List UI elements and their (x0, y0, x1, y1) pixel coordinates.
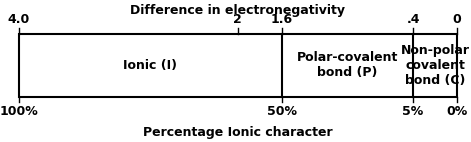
Text: 100%: 100% (0, 105, 38, 118)
Text: 50%: 50% (267, 105, 297, 118)
Text: Polar-covalent
bond (P): Polar-covalent bond (P) (297, 51, 398, 79)
Text: Difference in electronegativity: Difference in electronegativity (130, 4, 345, 17)
Text: Percentage Ionic character: Percentage Ionic character (143, 126, 333, 139)
Text: Non-polar
covalent
bond (C): Non-polar covalent bond (C) (400, 44, 470, 87)
Text: 0%: 0% (446, 105, 468, 118)
Text: 4.0: 4.0 (8, 12, 30, 26)
Bar (19, 34, 457, 97)
Text: .4: .4 (406, 12, 420, 26)
Text: 1.6: 1.6 (271, 12, 292, 26)
Text: 5%: 5% (402, 105, 424, 118)
Text: 2: 2 (234, 12, 242, 26)
Text: 0: 0 (453, 12, 461, 26)
Text: Ionic (I): Ionic (I) (123, 59, 177, 72)
